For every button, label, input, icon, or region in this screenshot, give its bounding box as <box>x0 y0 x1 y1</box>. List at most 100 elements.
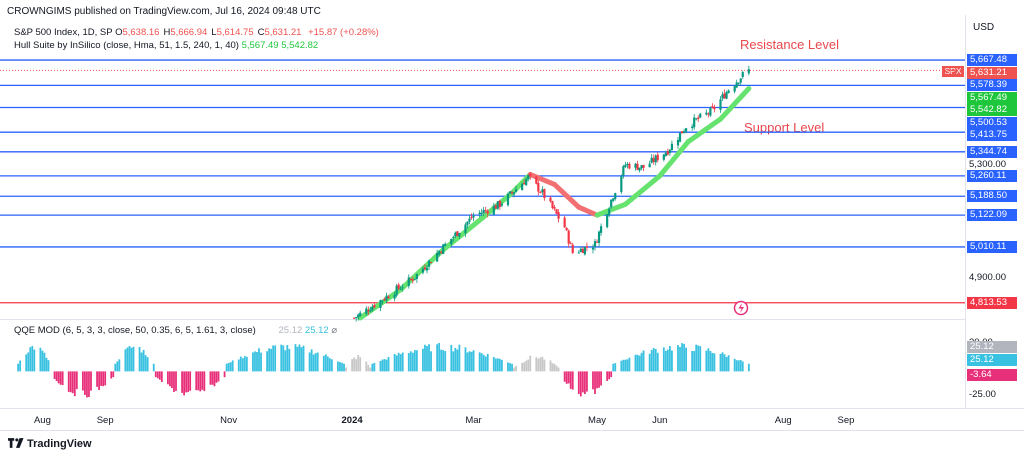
candle <box>379 299 382 312</box>
qqe-bar <box>581 371 584 393</box>
candle <box>525 177 528 187</box>
qqe-histogram <box>17 343 750 398</box>
candle <box>585 242 589 252</box>
candle <box>624 161 627 169</box>
qqe-bar <box>747 363 750 372</box>
qqe-bar <box>57 371 60 384</box>
qqe-bar <box>565 371 568 384</box>
qqe-bar <box>102 371 105 387</box>
candle <box>709 106 712 117</box>
qqe-bar <box>45 357 48 372</box>
candle <box>470 213 473 220</box>
candle <box>482 207 485 217</box>
qqe-bar <box>316 352 319 372</box>
price-tag: 5,010.11 <box>967 240 1017 253</box>
symbol-name: S&P 500 Index, 1D, SP <box>14 27 113 38</box>
candle <box>555 208 558 215</box>
candle <box>670 140 674 151</box>
candle <box>579 246 582 253</box>
qqe-bar <box>721 352 724 372</box>
ohlc-c: C5,631.21 <box>257 27 302 38</box>
price-tag: 5,578.39 <box>967 79 1017 92</box>
qqe-bar <box>725 356 728 372</box>
qqe-bar <box>237 359 240 372</box>
qqe-bar <box>527 359 530 372</box>
candle <box>480 208 483 217</box>
qqe-bar <box>154 371 157 378</box>
qqe-bar <box>498 358 501 372</box>
price-tag: 5,667.48 <box>967 54 1017 67</box>
candle <box>397 282 400 291</box>
price-tick-label: 4,900.00 <box>969 272 1006 284</box>
candle <box>654 154 657 166</box>
candle <box>727 89 730 94</box>
candle <box>401 283 404 292</box>
qqe-bar <box>181 371 183 393</box>
qqe-bar <box>707 348 710 372</box>
currency-label[interactable]: USD <box>973 22 995 33</box>
hull-segment <box>718 86 752 122</box>
qqe-bar <box>112 371 115 378</box>
qqe-bar <box>594 371 596 394</box>
qqe-bar <box>620 360 623 372</box>
eye-off-icon[interactable]: ⌀ <box>331 325 338 336</box>
qqe-bar <box>466 352 469 372</box>
qqe-tick-label: -25.00 <box>969 389 996 401</box>
qqe-bar <box>41 350 44 372</box>
qqe-bar <box>201 371 204 390</box>
qqe-bar <box>480 353 483 372</box>
qqe-bar <box>223 371 226 378</box>
candle <box>529 172 532 181</box>
qqe-bar <box>395 355 398 372</box>
qqe-bar <box>385 359 388 372</box>
candle <box>450 238 453 248</box>
qqe-bar <box>719 353 722 372</box>
price-tag: 5,542.82 <box>967 104 1017 117</box>
qqe-bar <box>608 371 611 380</box>
time-tick-label: Jun <box>652 415 668 426</box>
price-tag: 5,567.49 <box>967 91 1017 104</box>
qqe-bar <box>458 344 461 372</box>
qqe-bar <box>209 371 212 385</box>
qqe-bar <box>256 351 258 372</box>
candle <box>413 278 416 281</box>
qqe-bar <box>353 357 356 372</box>
candle <box>486 209 489 218</box>
qqe-bar <box>128 346 131 372</box>
alert-icon[interactable] <box>733 300 749 316</box>
candle <box>595 239 599 243</box>
qqe-bar <box>169 371 171 387</box>
candle <box>739 78 742 86</box>
candle <box>638 167 641 173</box>
qqe-bar <box>96 371 98 387</box>
qqe-bar <box>563 371 566 382</box>
qqe-bar <box>47 360 50 372</box>
candle <box>571 242 574 255</box>
qqe-bar <box>685 347 687 372</box>
qqe-bar <box>664 350 667 372</box>
qqe-bar <box>600 371 602 386</box>
candle <box>583 246 586 256</box>
qqe-bar <box>567 371 570 384</box>
symbol-line: S&P 500 Index, 1D, SP O5,638.16 H5,666.94… <box>14 27 379 39</box>
candle <box>593 238 597 251</box>
qqe-bar <box>422 348 424 372</box>
tradingview-brand[interactable]: TradingView <box>8 438 92 450</box>
candle <box>581 247 584 254</box>
qqe-bar <box>359 357 362 372</box>
qqe-bar <box>482 354 485 372</box>
qqe-bar <box>27 352 30 372</box>
qqe-bar <box>29 347 32 372</box>
qqe-tag: 25.12 <box>967 341 1017 354</box>
qqe-bar <box>679 347 681 372</box>
qqe-bar <box>217 371 220 382</box>
qqe-bar <box>413 350 416 372</box>
candle <box>458 232 461 240</box>
qqe-bar <box>203 371 206 392</box>
level-lines <box>0 59 965 304</box>
publisher-line: CROWNGIMS published on TradingView.com, … <box>7 6 321 17</box>
hull-value-1: 5,567.49 <box>241 40 279 51</box>
qqe-bar <box>442 350 445 372</box>
